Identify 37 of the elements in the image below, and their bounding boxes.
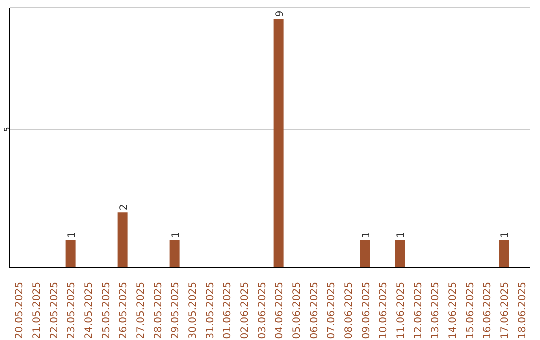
x-tick-label: 29.05.2025 — [170, 282, 182, 340]
x-tick-label: 22.05.2025 — [49, 282, 60, 340]
x-tick-label: 14.06.2025 — [448, 282, 459, 340]
x-tick-label: 25.05.2025 — [101, 282, 112, 340]
x-tick-label: 18.06.2025 — [517, 282, 528, 340]
x-tick-label: 10.06.2025 — [378, 282, 390, 340]
x-tick-label: 21.05.2025 — [32, 282, 43, 340]
x-tick-label: 17.06.2025 — [500, 282, 511, 340]
x-tick-label: 11.06.2025 — [396, 282, 407, 340]
x-tick-label: 16.06.2025 — [482, 282, 494, 340]
x-tick-label: 01.06.2025 — [222, 282, 234, 340]
data-label: 1 — [66, 232, 78, 238]
x-tick-label: 30.05.2025 — [188, 282, 199, 340]
data-label: 1 — [170, 232, 182, 238]
x-tick-label: 24.05.2025 — [84, 282, 95, 340]
x-tick-label: 28.05.2025 — [153, 282, 164, 340]
data-label: 9 — [274, 10, 286, 18]
x-tick-label: 04.06.2025 — [274, 282, 286, 340]
x-tick-label: 07.06.2025 — [326, 282, 338, 340]
x-tick-label: 31.05.2025 — [205, 282, 216, 340]
x-tick-label: 08.06.2025 — [344, 282, 355, 340]
x-tick-label: 09.06.2025 — [361, 282, 372, 340]
data-label: 1 — [396, 232, 408, 238]
x-tick-label: 27.05.2025 — [136, 282, 147, 340]
x-tick-label: 06.06.2025 — [309, 282, 320, 340]
x-tick-label: 12.06.2025 — [413, 282, 424, 340]
x-tick-label: 02.06.2025 — [240, 282, 251, 340]
x-tick-label: 13.06.2025 — [430, 282, 442, 340]
x-tick-label: 20.05.2025 — [14, 282, 26, 340]
data-label: 1 — [361, 232, 372, 238]
data-label: 2 — [118, 204, 130, 211]
x-tick-label: 26.05.2025 — [118, 282, 130, 340]
x-tick-label: 05.06.2025 — [292, 282, 303, 340]
x-tick-label: 03.06.2025 — [257, 282, 268, 340]
x-tick-label: 23.05.2025 — [66, 282, 78, 340]
data-label: 1 — [500, 232, 512, 238]
x-tick-label: 15.06.2025 — [465, 282, 476, 340]
